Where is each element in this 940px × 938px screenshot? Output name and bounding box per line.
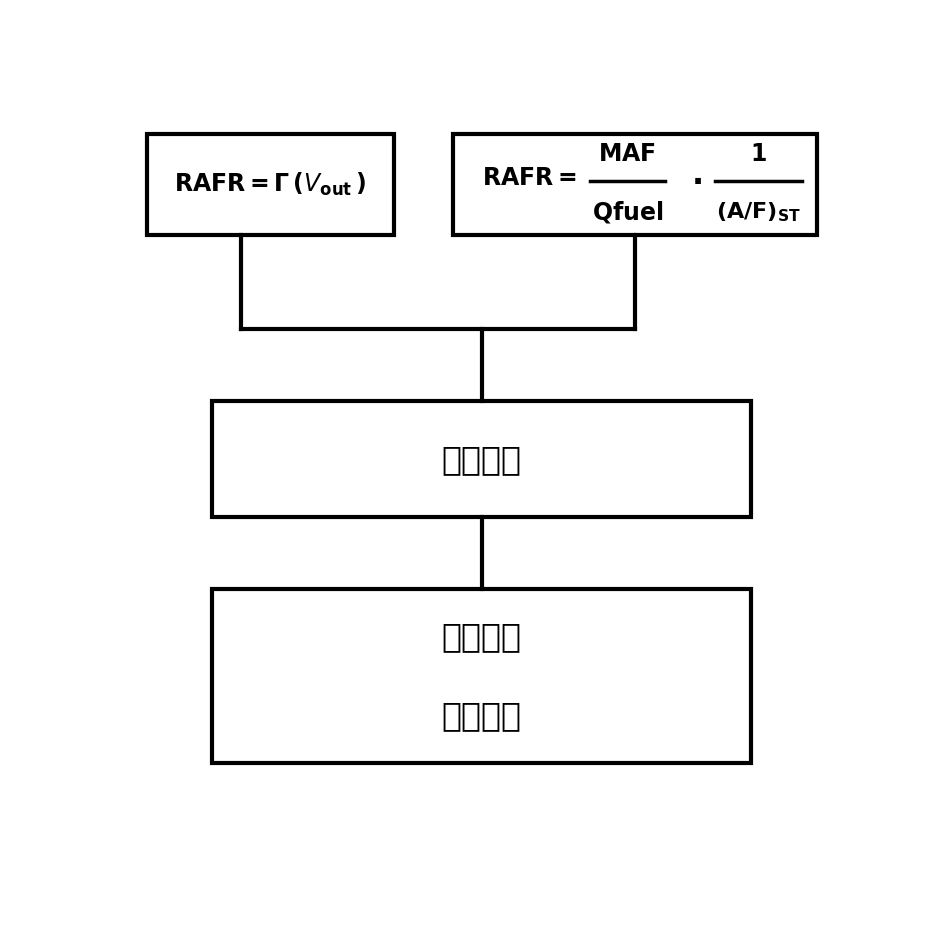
Text: $\mathbf{(A/F)_{ST}}$: $\mathbf{(A/F)_{ST}}$: [716, 201, 801, 224]
Text: $\mathbf{\cdot}$: $\mathbf{\cdot}$: [691, 166, 702, 197]
Text: $\mathbf{1}$: $\mathbf{1}$: [750, 143, 767, 166]
Text: 混合检测: 混合检测: [442, 699, 522, 733]
Text: $\mathbf{MAF}$: $\mathbf{MAF}$: [599, 143, 656, 166]
Text: $\mathbf{RAFR =}$: $\mathbf{RAFR =}$: [481, 166, 576, 189]
Bar: [212, 401, 751, 517]
Text: $\mathbf{RAFR = \Gamma\,(\mathit{V}_{out}\,)}$: $\mathbf{RAFR = \Gamma\,(\mathit{V}_{out…: [175, 172, 367, 198]
Text: 生物柴油: 生物柴油: [442, 620, 522, 653]
Text: 确定偏差: 确定偏差: [442, 443, 522, 476]
Bar: [453, 134, 817, 235]
Bar: [212, 589, 751, 763]
Bar: [147, 134, 395, 235]
Text: $\mathbf{Qfuel}$: $\mathbf{Qfuel}$: [592, 199, 663, 225]
